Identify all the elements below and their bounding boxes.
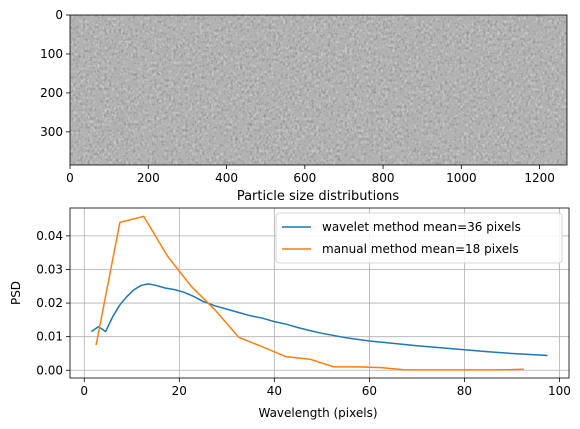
image-frame <box>69 14 568 166</box>
plot-x-tick-label: 100 <box>548 384 571 398</box>
y-axis-label: PSD <box>9 281 23 305</box>
x-axis-label: Wavelength (pixels) <box>258 406 377 420</box>
image-y-tick-label: 0 <box>55 8 63 22</box>
plot-x-tick-label: 80 <box>457 384 472 398</box>
image-y-tick-label: 100 <box>40 47 63 61</box>
image-x-tick-label: 400 <box>215 171 238 185</box>
image-x-tick-label: 1000 <box>446 171 477 185</box>
image-x-tick-label: 200 <box>137 171 160 185</box>
plot-x-tick-label: 60 <box>362 384 377 398</box>
series-line-manual <box>95 215 524 371</box>
plot-y-tick-label: 0.04 <box>36 229 63 243</box>
image-y-tick-label: 300 <box>40 125 63 139</box>
image-x-tick-label: 1200 <box>524 171 555 185</box>
plot-title: Particle size distributions <box>237 189 400 204</box>
image-x-tick-label: 0 <box>66 171 74 185</box>
image-x-ticks: 0 200 400 600 800 1000 1200 <box>66 165 555 185</box>
psd-axes: Particle size distributions 0 20 40 60 80 100… <box>9 189 571 420</box>
series-line-wavelet <box>90 283 548 357</box>
plot-y-tick-label: 0.01 <box>36 330 63 344</box>
image-axes: 0 200 400 600 800 1000 1200 0 100 200 300 <box>40 8 568 185</box>
plot-y-tick-label: 0.03 <box>36 262 63 276</box>
plot-y-ticks: 0.00 0.01 0.02 0.03 0.04 <box>36 229 70 377</box>
legend-label-manual: manual method mean=18 pixels <box>322 242 519 256</box>
plot-x-tick-label: 20 <box>172 384 187 398</box>
image-y-tick-label: 200 <box>40 86 63 100</box>
plot-x-tick-label: 40 <box>267 384 282 398</box>
gravel-image <box>70 15 567 165</box>
plot-x-tick-label: 0 <box>80 384 88 398</box>
legend-box <box>275 212 563 264</box>
plot-x-ticks: 0 20 40 60 80 100 <box>80 378 571 398</box>
image-y-ticks: 0 100 200 300 <box>40 8 70 139</box>
image-x-tick-label: 600 <box>293 171 316 185</box>
image-x-tick-label: 800 <box>372 171 395 185</box>
legend: wavelet method mean=36 pixels manual met… <box>275 212 563 264</box>
plot-y-tick-label: 0.02 <box>36 296 63 310</box>
legend-label-wavelet: wavelet method mean=36 pixels <box>322 220 521 234</box>
plot-frame <box>69 207 570 379</box>
plot-y-tick-label: 0.00 <box>36 363 63 377</box>
